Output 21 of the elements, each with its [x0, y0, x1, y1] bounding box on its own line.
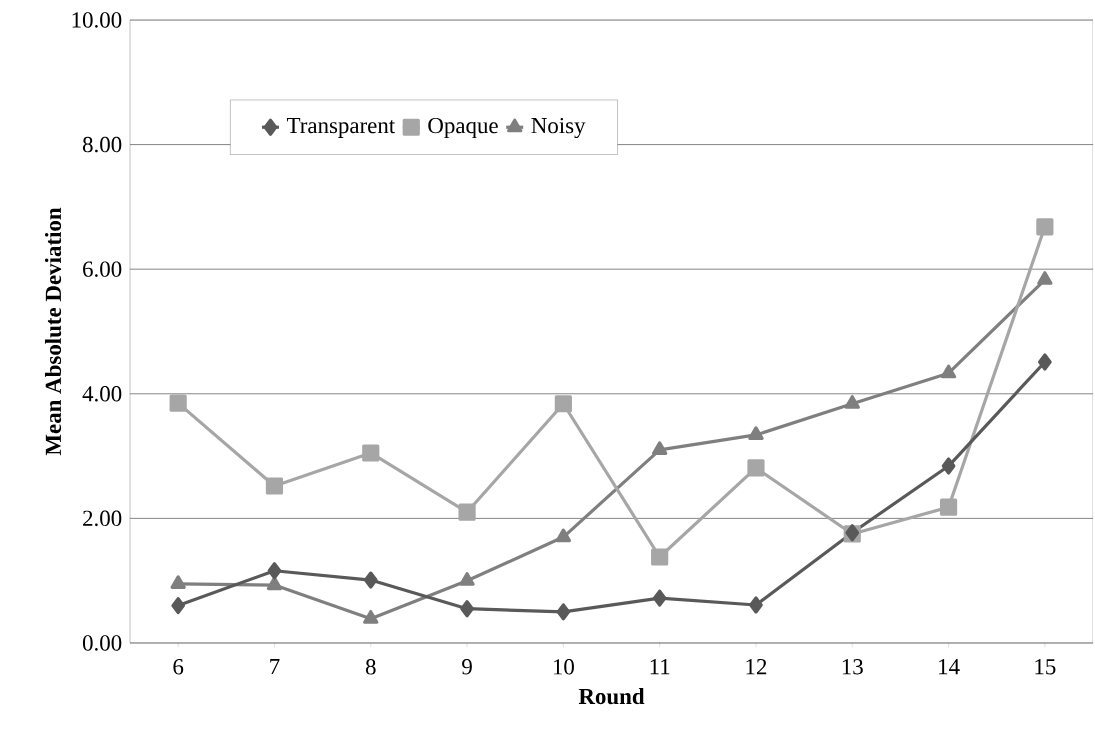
x-tick-label: 15: [1035, 659, 1056, 675]
y-tick-label: 8.00: [82, 136, 122, 153]
x-tick-label: 8: [365, 659, 376, 675]
legend-label: Noisy: [531, 117, 586, 139]
y-tick-label: 4.00: [82, 385, 122, 402]
y-tick-label: 10.00: [72, 12, 122, 28]
y-tick-label: 2.00: [83, 510, 122, 527]
y-tick-label: 0.00: [82, 635, 122, 651]
x-tick-label: 13: [842, 659, 863, 675]
y-tick-label: 6.00: [83, 261, 122, 277]
x-tick-label: 6: [173, 659, 184, 675]
x-tick-label: 9: [462, 659, 472, 675]
x-tick-label: 7: [270, 659, 280, 675]
x-tick-label: 14: [939, 659, 960, 675]
legend-label: Transparent: [286, 117, 396, 138]
y-axis-title: Mean Absolute Deviation: [44, 207, 62, 456]
x-tick-label: 11: [650, 659, 670, 675]
legend-label: Opaque: [428, 117, 498, 138]
x-axis-title: Round: [578, 688, 645, 705]
x-tick-label: 12: [746, 659, 767, 675]
x-tick-label: 10: [553, 659, 574, 675]
